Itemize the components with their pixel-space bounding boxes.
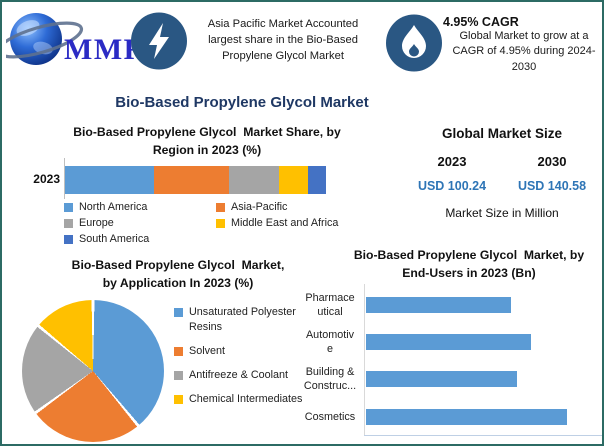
flame-icon [385,14,443,72]
lightning-icon [130,12,188,70]
endusers-category-label-pharmaceutical: Pharmace utical [305,291,355,318]
endusers-row-cosmetics: Cosmetics [298,398,602,435]
endusers-bar-pharmaceutical [366,296,511,313]
legend-marker-chemical-intermediates [174,395,183,404]
region-year-label: 2023 [33,172,60,186]
legend-marker-solvent [174,347,183,356]
legend-marker-antifreeze-coolant [174,371,183,380]
endusers-row-automotive: Automotiv e [298,323,602,360]
market-size-years: 2023 2030 [402,154,602,169]
endusers-bar-automotive [366,334,531,351]
endusers-bar-chart: Pharmace utical Automotiv e Building & Con… [298,286,602,436]
application-pie-chart [22,300,164,442]
legend-marker-south-america [64,235,73,244]
legend-label-antifreeze-coolant: Antifreeze & Coolant [189,369,289,381]
endusers-row-building-construc: Building & Construc... [298,361,602,398]
market-size-values: USD 100.24 USD 140.58 [402,179,602,193]
legend-label-north-america: North America [79,201,148,213]
legend-marker-middle-east-and-africa [216,219,225,228]
region-segment-asia-pacific [153,166,230,194]
cagr-text: Global Market to grow at a CAGR of 4.95%… [452,30,596,73]
region-legend: North America Asia-Pacific Europe Middle Ea… [64,200,366,247]
value-end: USD 140.58 [517,179,587,193]
region-chart-title: Bio-Based Propylene Glycol Market Share,… [73,125,341,158]
region-y-axis [64,158,65,199]
global-market-size-title: Global Market Size [441,126,563,141]
endusers-bar-building-construc [366,371,517,388]
legend-marker-north-america [64,203,73,212]
market-size-note: Market Size in Million [445,206,559,220]
year-start: 2023 [437,154,467,169]
endusers-bar-cosmetics [366,408,567,425]
region-legend-item-asia-pacific: Asia-Pacific [216,200,366,215]
application-legend-item-unsaturated-polyester-resins: Unsaturated Polyester Resins [174,305,344,335]
region-segment-europe [229,166,279,194]
globe-icon: MMR [2,13,145,66]
legend-label-unsaturated-polyester-resins: Unsaturated Polyester Resins [189,306,296,333]
legend-label-asia-pacific: Asia-Pacific [231,201,288,213]
legend-label-solvent: Solvent [189,345,226,357]
legend-label-middle-east-and-africa: Middle East and Africa [231,217,339,229]
region-segment-middle-east-and-africa [279,166,308,194]
highlight-asia-pacific-text: Asia Pacific Market Accounted largest sh… [207,18,359,62]
application-chart-title: Bio-Based Propylene Glycol Market, by Ap… [71,258,285,291]
endusers-category-label-building-construc: Building & Construc... [303,366,357,393]
endusers-x-axis [364,435,602,436]
year-end: 2030 [537,154,567,169]
highlight-cagr: 4.95% CAGR Global Market to grow at a CA… [443,15,602,75]
endusers-chart-title: Bio-Based Propylene Glycol Market, by En… [353,248,585,281]
application-legend: Unsaturated Polyester Resins Solvent Antif… [174,305,344,416]
mmr-logo: MMR [2,6,156,72]
page-title: Bio-Based Propylene Glycol Market [115,94,369,111]
legend-marker-europe [64,219,73,228]
legend-label-europe: Europe [79,217,114,229]
legend-marker-unsaturated-polyester-resins [174,308,183,317]
endusers-row-pharmaceutical: Pharmace utical [298,286,602,323]
application-legend-item-solvent: Solvent [174,344,344,359]
application-legend-item-chemical-intermediates: Chemical Intermediates [174,392,344,407]
region-stacked-bar [65,166,326,194]
endusers-y-axis [364,284,365,436]
region-segment-north-america [65,166,154,194]
cagr-title: 4.95% CAGR [443,15,519,29]
value-start: USD 100.24 [417,179,487,193]
application-legend-item-antifreeze-coolant: Antifreeze & Coolant [174,368,344,383]
endusers-category-label-cosmetics: Cosmetics [304,410,356,423]
region-legend-item-south-america: South America [64,232,216,247]
region-segment-south-america [307,166,326,194]
legend-marker-asia-pacific [216,203,225,212]
legend-label-south-america: South America [79,233,150,245]
region-legend-item-europe: Europe [64,216,216,231]
legend-label-chemical-intermediates: Chemical Intermediates [189,393,303,405]
region-legend-item-middle-east-and-africa: Middle East and Africa [216,216,366,231]
region-legend-item-north-america: North America [64,200,216,215]
endusers-category-label-automotive: Automotiv e [305,329,354,356]
